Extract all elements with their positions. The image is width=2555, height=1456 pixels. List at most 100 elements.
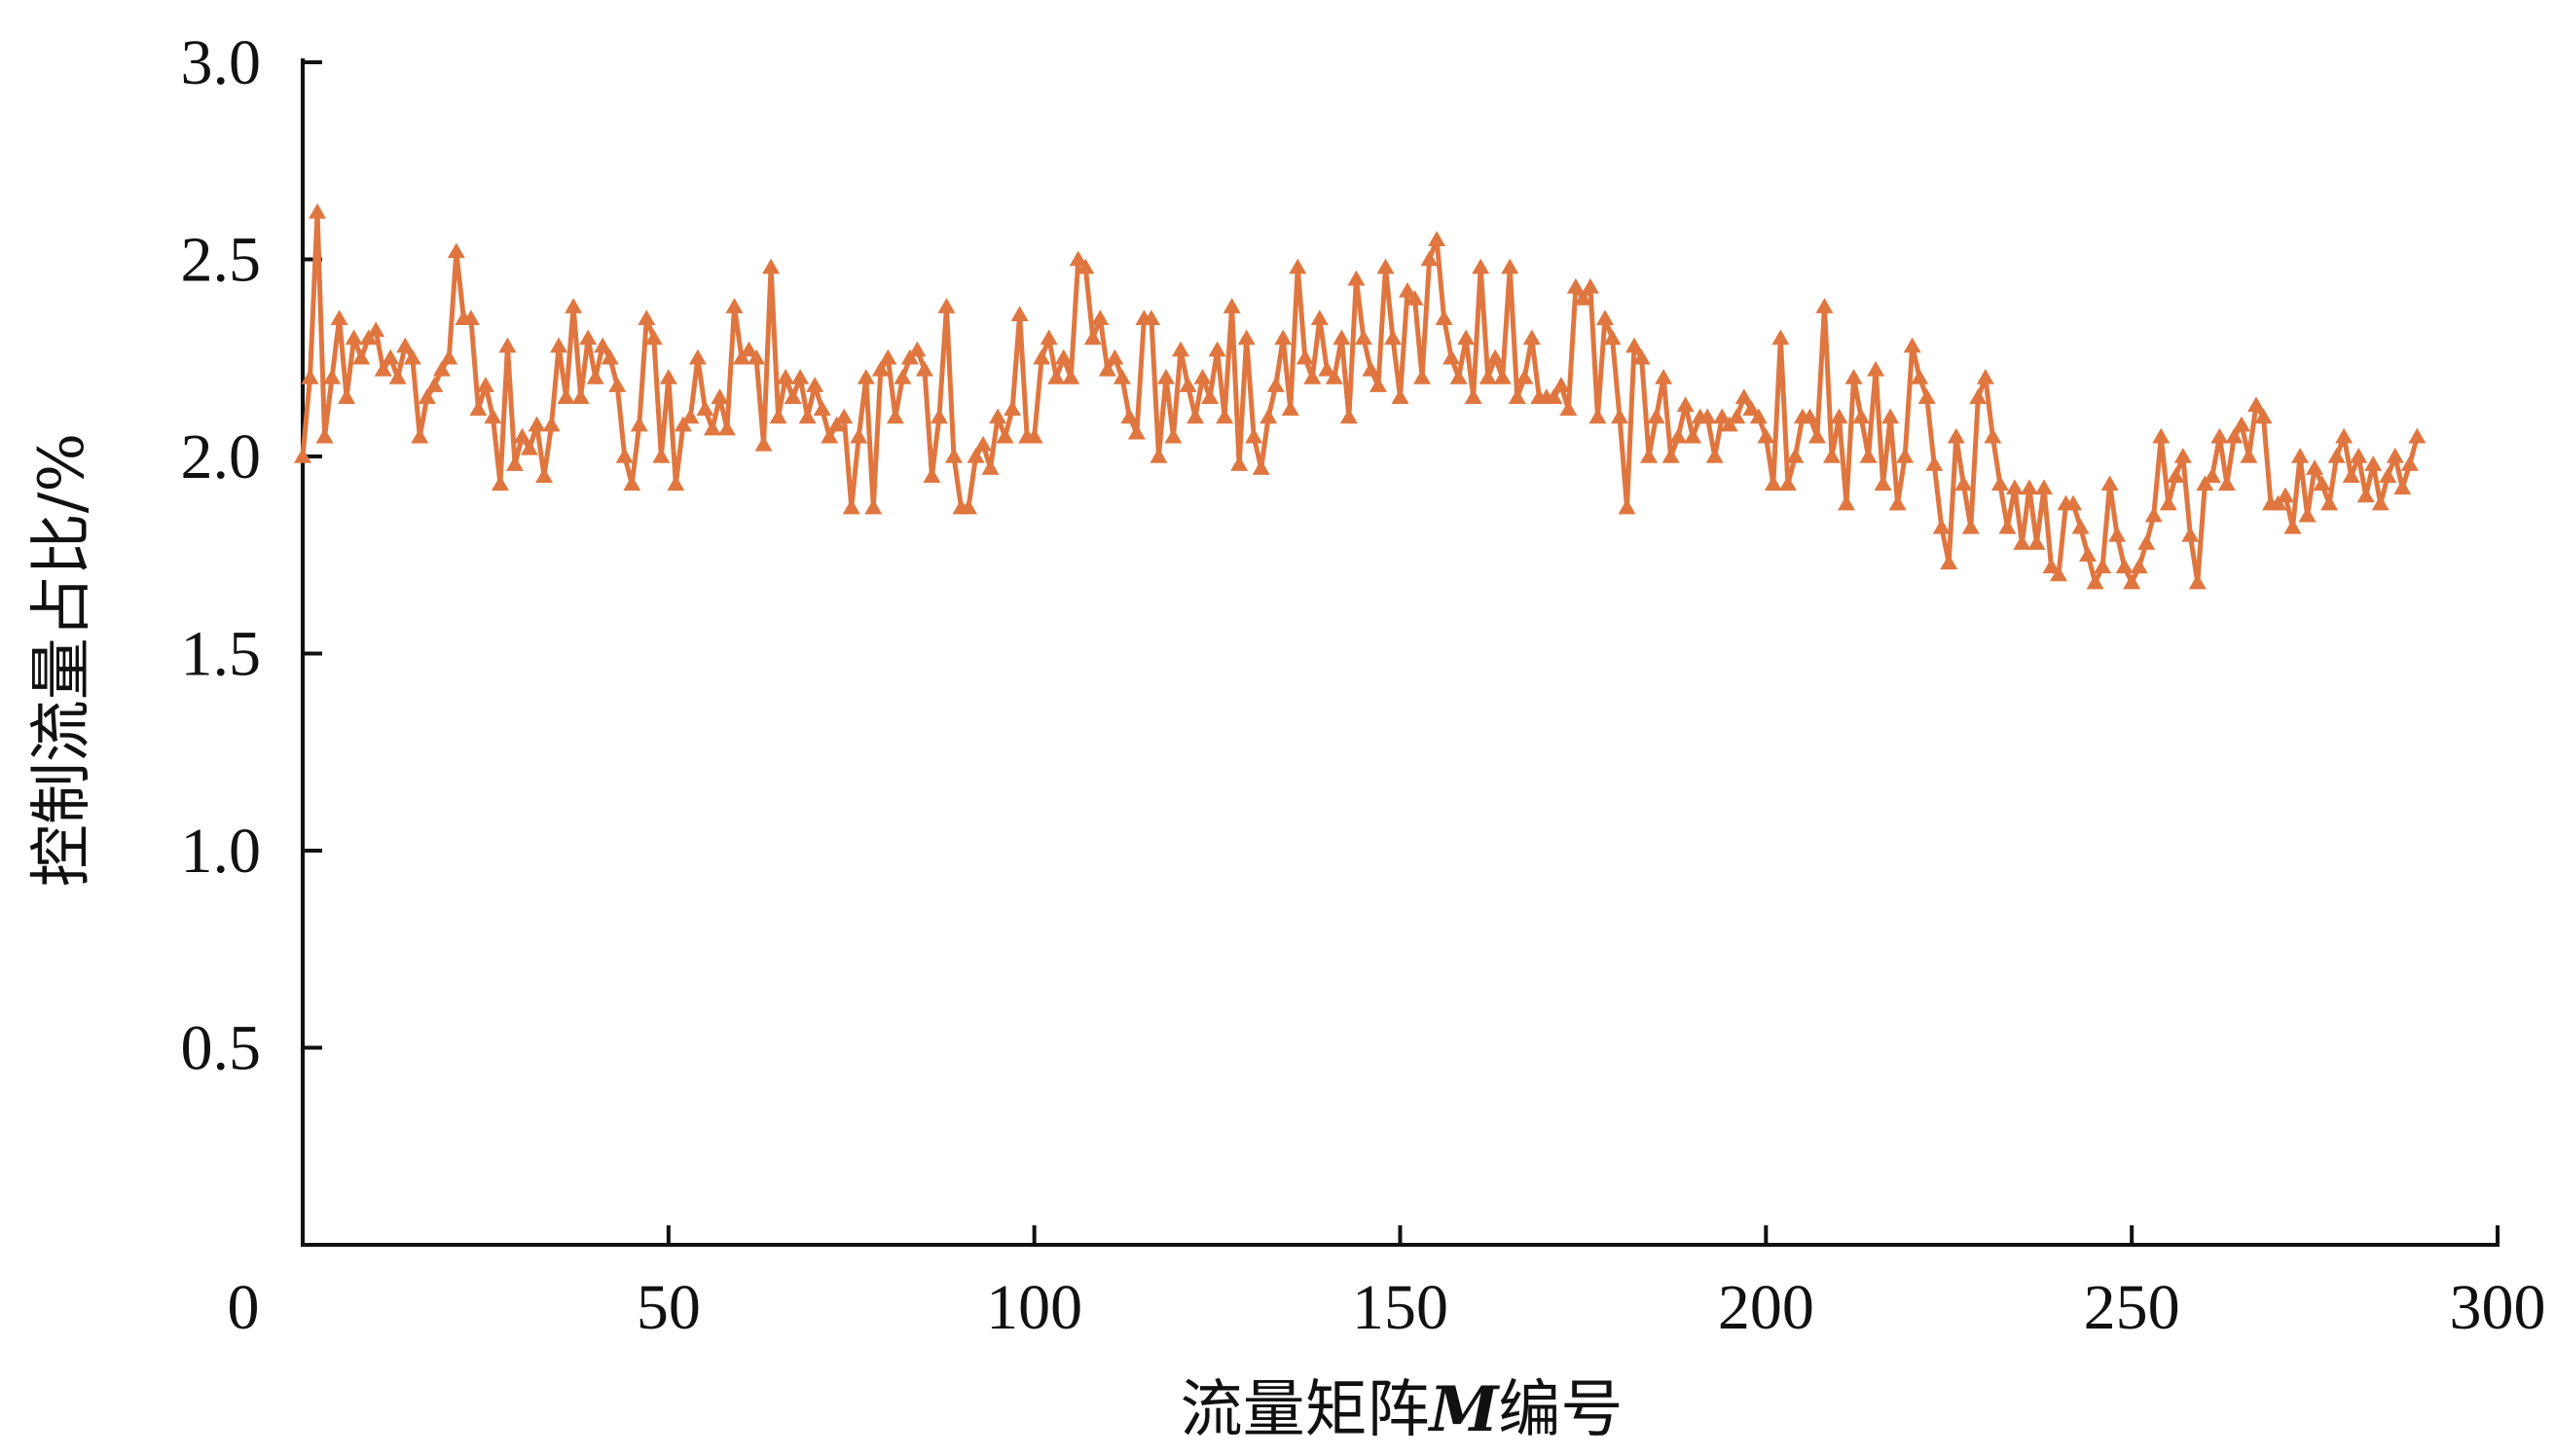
data-point-marker (382, 348, 400, 365)
data-point-marker (1237, 329, 1256, 346)
data-point-marker (1807, 427, 1826, 444)
data-point-marker (681, 408, 700, 424)
data-point-marker (623, 475, 641, 491)
x-axis-title: 流量矩阵M编号 (1181, 1373, 1624, 1446)
data-point-marker (1486, 348, 1505, 365)
data-point-marker (388, 369, 407, 384)
data-point-marker (1230, 455, 1249, 471)
data-point-marker (1801, 408, 1819, 424)
x-axis-title-suffix: 编号 (1498, 1374, 1623, 1446)
data-point-marker (1867, 360, 1885, 377)
data-point-marker (1830, 408, 1848, 424)
data-point-marker (2144, 506, 2163, 523)
data-point-marker (1990, 475, 2009, 491)
data-point-marker (2386, 448, 2404, 463)
data-point-marker (1354, 329, 1372, 346)
data-point-marker (711, 388, 729, 404)
data-point-marker (1428, 231, 1446, 246)
axes (301, 58, 2500, 1247)
data-point-marker (748, 348, 766, 365)
data-point-marker (2181, 527, 2200, 542)
data-point-marker (1142, 309, 1160, 325)
data-point-marker (2203, 467, 2221, 483)
data-point-marker (1399, 281, 1417, 298)
data-point-marker (2313, 475, 2331, 491)
x-axis-title-var: M (1428, 1373, 1501, 1446)
data-point-marker (505, 455, 524, 471)
data-point-marker (1998, 518, 2017, 534)
data-point-marker (586, 369, 604, 384)
data-point-marker (659, 369, 677, 384)
data-point-marker (1325, 369, 1343, 384)
data-point-marker (1976, 369, 1994, 384)
data-point-marker (1734, 388, 1753, 404)
data-point-marker (1903, 337, 1921, 353)
data-point-marker (886, 408, 904, 424)
data-point-marker (1106, 348, 1124, 365)
data-point-marker (1566, 277, 1585, 294)
data-point-marker (974, 435, 993, 452)
x-tick-label: 150 (1352, 1272, 1448, 1343)
data-point-marker (2356, 487, 2375, 503)
data-point-marker (1551, 377, 1570, 392)
data-point-marker (2020, 479, 2038, 495)
data-point-marker (1713, 408, 1732, 424)
data-point-marker (1749, 408, 1768, 424)
data-point-marker (301, 369, 319, 384)
data-point-marker (652, 448, 671, 463)
data-point-marker (447, 242, 465, 259)
data-point-marker (1339, 408, 1358, 424)
data-point-marker (1844, 369, 1863, 384)
data-point-marker (513, 427, 531, 444)
data-point-marker (1742, 400, 1761, 417)
x-axis-title-prefix: 流量矩阵 (1181, 1374, 1430, 1446)
data-point-marker (550, 337, 568, 353)
data-point-marker (2277, 487, 2295, 503)
data-point-marker (1940, 554, 1958, 570)
y-ticks: 0.5 1.0 1.5 2.0 2.5 3.0 (181, 27, 322, 1084)
data-point-marker (557, 388, 575, 404)
x-ticks: 50 100 150 200 250 300 (637, 1225, 2546, 1343)
data-point-marker (491, 475, 509, 491)
data-point-marker (2210, 427, 2229, 444)
data-point-marker (359, 329, 378, 346)
data-point-marker (1391, 388, 1409, 404)
data-point-marker (1054, 348, 1073, 365)
data-point-marker (1062, 369, 1080, 384)
data-point-marker (1040, 329, 1058, 346)
data-point-marker (1442, 348, 1461, 365)
data-point-marker (915, 360, 933, 377)
data-point-marker (864, 498, 883, 515)
data-point-marker (2371, 494, 2390, 511)
data-point-marker (1815, 298, 1834, 313)
x-tick-label: 300 (2450, 1272, 2546, 1343)
y-axis-title: 控制流量占比/% (26, 433, 98, 887)
data-point-marker (2320, 494, 2339, 511)
data-point-marker (1588, 408, 1607, 424)
data-point-marker (1201, 388, 1220, 404)
data-point-marker (1932, 518, 1951, 534)
data-point-marker (1113, 369, 1131, 384)
data-point-marker (374, 360, 392, 377)
data-point-marker (1698, 408, 1717, 424)
data-point-marker (1274, 329, 1293, 346)
data-point-marker (615, 448, 634, 463)
data-point-marker (418, 388, 436, 404)
data-point-marker (1376, 258, 1395, 274)
data-point-marker (930, 408, 948, 424)
data-point-marker (1984, 427, 2002, 444)
data-point-marker (1917, 388, 1936, 404)
data-point-marker (740, 341, 758, 357)
y-tick-label: 3.0 (181, 27, 262, 98)
data-point-marker (1266, 377, 1285, 392)
data-point-marker (1874, 475, 1892, 491)
data-point-marker (2167, 467, 2185, 483)
data-point-marker (565, 298, 583, 313)
data-point-marker (411, 427, 429, 444)
data-point-marker (1098, 360, 1116, 377)
data-point-marker (717, 419, 736, 436)
data-point-marker (667, 475, 685, 491)
data-point-marker (2042, 558, 2061, 574)
data-point-marker (1574, 290, 1592, 306)
